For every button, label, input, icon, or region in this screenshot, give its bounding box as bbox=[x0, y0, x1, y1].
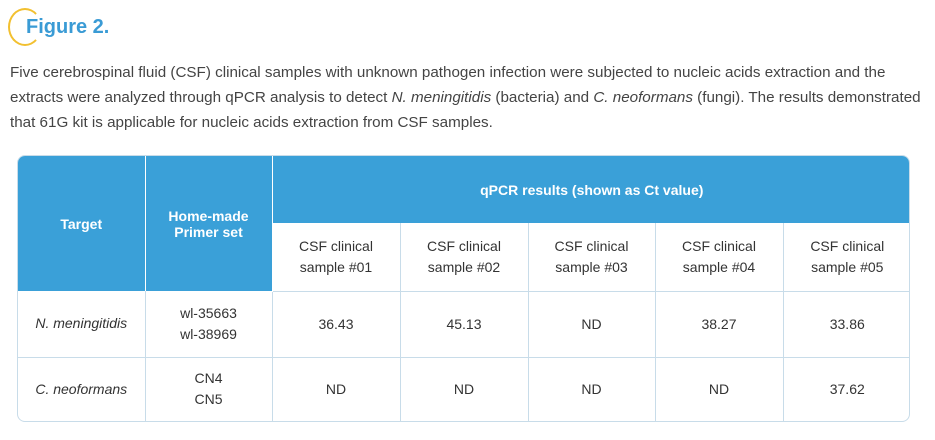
primer-1: wl-35663 bbox=[180, 304, 237, 321]
header-primer-line1: Home-made bbox=[168, 207, 249, 224]
ct-value-cell: ND bbox=[272, 357, 401, 421]
ct-value-cell: 36.43 bbox=[272, 291, 401, 358]
header-qpcr-results: qPCR results (shown as Ct value) bbox=[272, 156, 909, 223]
caption-text-3: (fungi). The results demonstrated that 6… bbox=[10, 89, 921, 131]
caption-text-1: Five cerebrospinal fluid (CSF) clinical … bbox=[10, 64, 886, 106]
decorative-arc-icon bbox=[8, 8, 42, 46]
sample-05-line1: CSF clinical bbox=[810, 237, 885, 254]
header-primer-line2: Primer set bbox=[174, 223, 243, 240]
ct-value-cell: 45.13 bbox=[400, 291, 529, 358]
sample-02-line1: CSF clinical bbox=[427, 237, 501, 254]
sample-04-line1: CSF clinical bbox=[682, 237, 756, 254]
row-primer-set: wl-35663 wl-38969 bbox=[145, 291, 273, 358]
row-target: C. neoformans bbox=[18, 357, 146, 421]
subheader-row: CSF clinical sample #01 CSF clinical sampl… bbox=[18, 223, 909, 292]
header-sample-03: CSF clinical sample #03 bbox=[528, 223, 656, 292]
table-row: N. meningitidis wl-35663 wl-38969 36.43 4… bbox=[18, 291, 909, 358]
ct-value-cell: ND bbox=[528, 291, 656, 358]
primer-2: CN5 bbox=[194, 391, 223, 408]
caption-text-2: (bacteria) and bbox=[491, 89, 594, 106]
figure-caption: Five cerebrospinal fluid (CSF) clinical … bbox=[10, 60, 925, 135]
primer-1: CN4 bbox=[194, 370, 223, 387]
ct-value-cell: 38.27 bbox=[655, 291, 784, 358]
row-primer-set: CN4 CN5 bbox=[145, 357, 273, 421]
header-sample-04: CSF clinical sample #04 bbox=[655, 223, 784, 292]
primer-2: wl-38969 bbox=[180, 325, 237, 342]
figure-title: Figure 2. bbox=[26, 16, 110, 38]
header-sample-05: CSF clinical sample #05 bbox=[783, 223, 909, 292]
header-primer-set: Home-made Primer set bbox=[145, 156, 273, 291]
sample-03-line2: sample #03 bbox=[555, 258, 628, 275]
results-table-card: Target Home-made Primer set qPCR results… bbox=[17, 155, 910, 422]
table-row: C. neoformans CN4 CN5 ND ND ND ND 37.62 bbox=[18, 357, 909, 421]
caption-organism-1: N. meningitidis bbox=[391, 89, 492, 106]
results-table: Target Home-made Primer set qPCR results… bbox=[18, 156, 909, 421]
sample-01-line1: CSF clinical bbox=[299, 237, 373, 254]
caption-organism-2: C. neoformans bbox=[593, 89, 693, 106]
figure-title-block: Figure 2. bbox=[8, 8, 110, 48]
sample-01-line2: sample #01 bbox=[299, 258, 373, 275]
sample-02-line2: sample #02 bbox=[427, 258, 501, 275]
header-sample-01: CSF clinical sample #01 bbox=[272, 223, 401, 292]
ct-value-cell: ND bbox=[528, 357, 656, 421]
header-target: Target bbox=[18, 156, 146, 291]
ct-value-cell: 33.86 bbox=[783, 291, 909, 358]
sample-03-line1: CSF clinical bbox=[554, 237, 629, 254]
header-row: Target Home-made Primer set qPCR results… bbox=[18, 156, 909, 291]
ct-value-cell: ND bbox=[400, 357, 529, 421]
ct-value-cell: ND bbox=[655, 357, 784, 421]
ct-value-cell: 37.62 bbox=[829, 380, 865, 397]
sample-04-line2: sample #04 bbox=[682, 258, 756, 275]
header-sample-02: CSF clinical sample #02 bbox=[400, 223, 529, 292]
sample-05-line2: sample #05 bbox=[811, 258, 884, 275]
row-target: N. meningitidis bbox=[18, 291, 146, 358]
